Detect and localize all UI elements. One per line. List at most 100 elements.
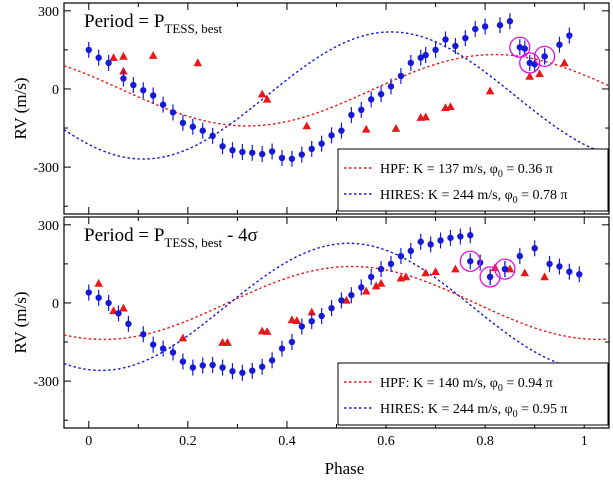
hpf-point — [560, 58, 569, 67]
y-tick-label: 300 — [38, 219, 59, 234]
hires-point — [105, 299, 112, 307]
legend-entry-tail: = 0.78 π — [518, 188, 568, 203]
x-tick-label: 0.2 — [179, 434, 197, 449]
hpf-point — [525, 71, 535, 80]
hires-point — [472, 25, 479, 33]
hires-point — [95, 294, 102, 301]
legend-entry: HPF: K = 137 m/s, φ0 = 0.36 π — [380, 162, 553, 180]
y-tick-label: 0 — [52, 83, 59, 98]
legend-box — [337, 362, 609, 426]
highlight-ring — [494, 258, 516, 280]
hires-point — [387, 83, 395, 90]
hires-point — [348, 111, 355, 119]
hires-point — [457, 233, 464, 240]
hpf-point — [193, 58, 203, 67]
highlight-ring — [479, 266, 501, 288]
hires-point — [229, 146, 236, 154]
hpf-model-curve — [64, 53, 609, 127]
hpf-point — [307, 307, 317, 316]
hires-point — [556, 263, 563, 270]
y-axis-label: RV (m/s) — [11, 77, 30, 139]
legend-entry-sub: 0 — [498, 169, 503, 180]
hires-point — [481, 23, 489, 30]
hires-point — [239, 369, 246, 376]
legend-entry-tail: = 0.94 π — [503, 376, 553, 391]
panel-1: 300 0 -300 RV (m/s) Period = PTESS, best HPF:… — [11, 2, 610, 215]
panel-label: Period = PTESS, best — [84, 11, 223, 36]
hires-point — [308, 317, 315, 325]
y-tick-label: 300 — [38, 5, 59, 20]
hires-point — [328, 304, 335, 312]
hires-point — [318, 312, 325, 320]
hires-point — [159, 345, 167, 352]
x-tick-label: 0 — [85, 434, 92, 449]
hires-point — [546, 260, 553, 268]
panel-label: Period = PTESS, best - 4σ — [84, 225, 258, 250]
hires-point — [120, 75, 127, 82]
hires-point — [496, 21, 504, 29]
hpf-point — [119, 51, 128, 60]
hpf-point — [421, 268, 430, 277]
hires-point — [521, 45, 528, 52]
hires-point — [308, 145, 315, 153]
hpf-point — [535, 69, 544, 78]
hires-point — [531, 245, 538, 252]
hires-point — [288, 155, 296, 162]
hires-point — [417, 54, 424, 61]
hires-point — [467, 258, 474, 265]
hires-point — [249, 367, 256, 374]
hpf-point — [257, 89, 267, 98]
hpf-point — [119, 303, 128, 312]
panel-2: 300 0 -300 0 0.2 0.4 0.6 0.8 1 RV (m/s) Period = P… — [11, 216, 610, 478]
hpf-point — [451, 264, 460, 273]
hpf-model-curve — [64, 265, 609, 341]
hires-point — [541, 53, 548, 60]
hires-point — [467, 232, 474, 239]
x-axis-label: Phase — [325, 459, 365, 478]
hpf-point — [302, 121, 312, 130]
hires-point — [278, 345, 286, 352]
hires-point — [149, 92, 157, 99]
hires-point — [387, 260, 395, 268]
hires-point — [358, 284, 365, 291]
hires-point — [140, 331, 147, 338]
hpf-point — [371, 281, 381, 290]
highlight-ring — [509, 36, 531, 58]
hires-point — [556, 41, 563, 48]
hires-point — [268, 357, 276, 364]
legend-entry: HPF: K = 140 m/s, φ0 = 0.94 π — [380, 376, 553, 394]
legend-entry-sub: 0 — [513, 409, 518, 420]
hires-point — [85, 289, 92, 296]
plot-area — [64, 13, 609, 167]
hires-point — [298, 151, 306, 158]
hires-point — [239, 148, 246, 156]
hires-point — [348, 291, 355, 299]
legend-entry-tail: = 0.95 π — [518, 402, 568, 417]
x-tick-label: 0.4 — [278, 434, 296, 449]
hires-point — [417, 238, 424, 245]
hires-point — [397, 252, 405, 260]
hires-point — [258, 363, 266, 370]
hpf-point — [376, 278, 386, 287]
hires-point — [209, 361, 216, 369]
hpf-point — [148, 51, 158, 59]
hpf-point — [262, 94, 272, 103]
hires-point — [367, 273, 375, 281]
hpf-point — [262, 327, 272, 335]
hires-point — [358, 106, 365, 114]
hires-point — [130, 81, 137, 89]
y-tick-label: 0 — [52, 297, 59, 312]
hires-point — [506, 18, 514, 25]
y-tick-label: -300 — [33, 375, 59, 390]
hires-point — [189, 123, 197, 130]
hires-point — [219, 364, 226, 371]
panel-label-main: Period = P — [84, 225, 164, 246]
hires-model-curve — [64, 242, 609, 372]
hpf-point — [178, 333, 188, 342]
hires-point — [526, 59, 533, 67]
hpf-point — [361, 124, 371, 133]
hires-point — [566, 32, 573, 39]
hires-point — [377, 90, 385, 98]
hires-model-curve — [64, 31, 609, 160]
